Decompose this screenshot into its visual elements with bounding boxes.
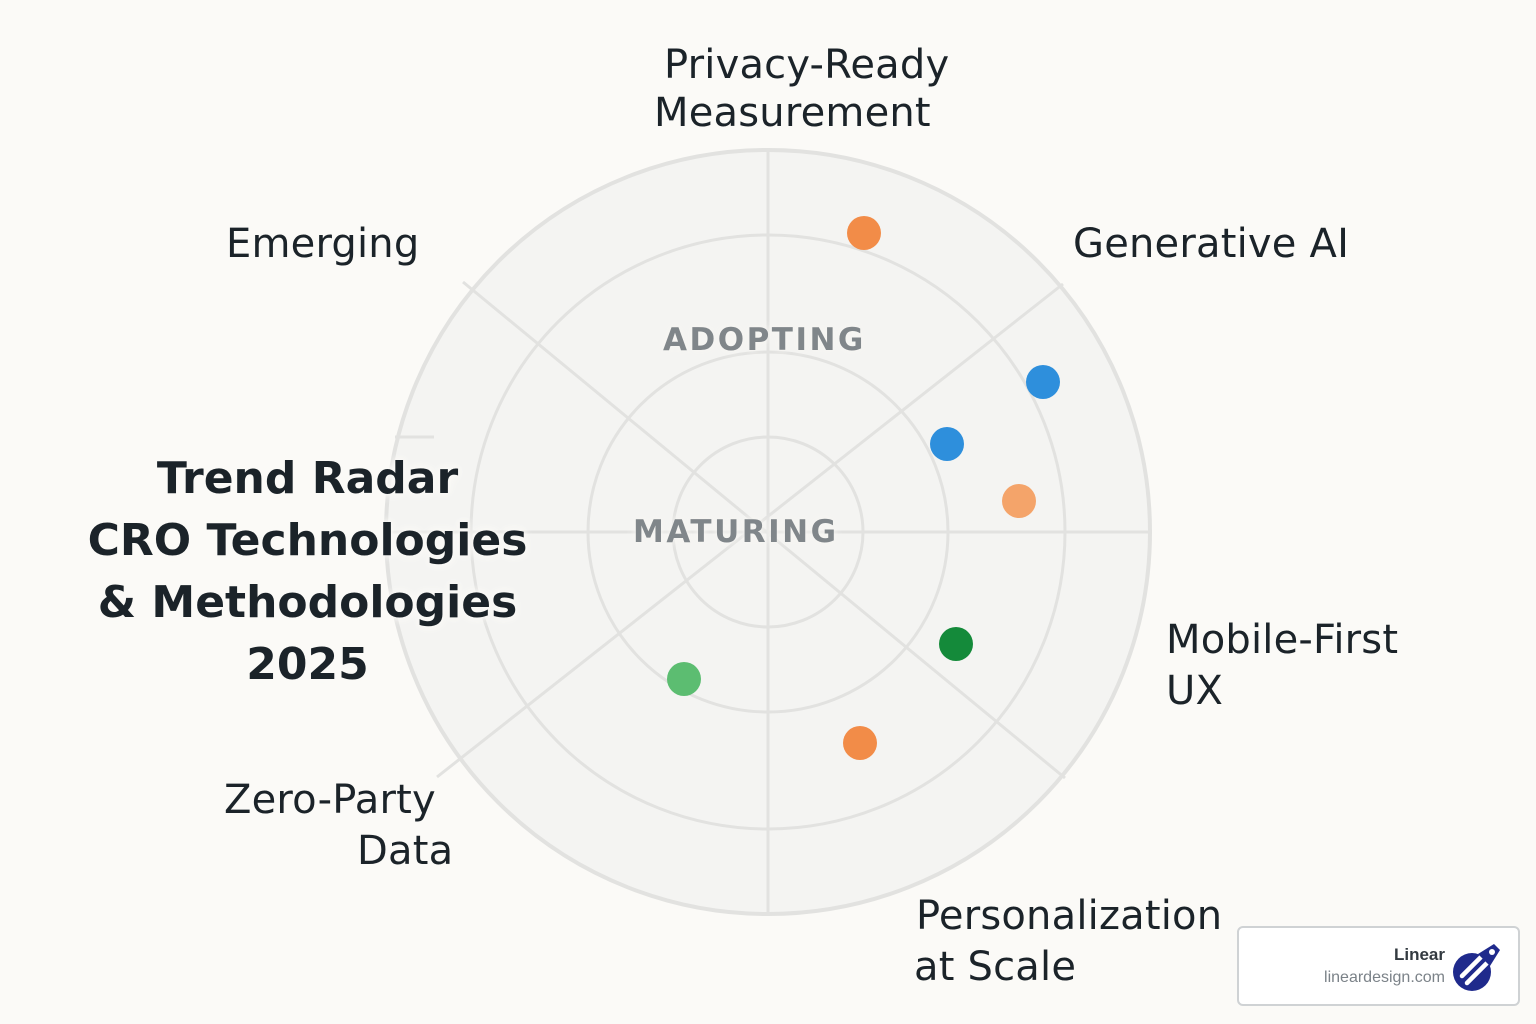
sector-label-generative-ai: Generative AI [1073,221,1350,267]
badge-name: Linear [1393,945,1445,964]
title-line-4: 2025 [246,639,369,690]
radar-blip-6 [843,726,877,760]
radar-blip-2 [1026,365,1060,399]
radar-blip-7 [667,662,701,696]
radar-blips [667,216,1060,760]
radar-spoke-3 [462,280,1066,780]
sector-label-personalization-line2: at Scale [914,944,1077,990]
sector-label-emerging: Emerging [226,221,420,267]
sector-label-zero-party-line2: Data [357,828,454,874]
rocket-logo-icon [1453,944,1500,991]
radar-grid [384,148,1152,916]
radar-title: Trend Radar CRO Technologies & Methodolo… [60,448,555,696]
ring-label-adopting: ADOPTING [663,322,866,358]
ring-label-maturing: MATURING [633,514,839,550]
radar-spoke-4 [436,282,1064,779]
radar-blip-5 [939,627,973,661]
sector-label-personalization-line1: Personalization [916,893,1223,939]
sector-label-mobile-line2: UX [1166,668,1224,714]
radar-blip-3 [930,427,964,461]
linear-badge[interactable]: Linear lineardesign.com [1237,926,1520,1006]
sector-label-zero-party-line1: Zero-Party [224,777,436,823]
sector-label-privacy-line1: Privacy-Ready [664,42,950,88]
title-line-2: CRO Technologies [87,515,528,566]
radar-blip-1 [847,216,881,250]
badge-domain: lineardesign.com [1324,969,1445,986]
sector-label-mobile-line1: Mobile-First [1166,617,1399,663]
radar-blip-4 [1002,484,1036,518]
sector-label-privacy-line2: Measurement [654,90,931,136]
title-line-3: & Methodologies [97,577,518,628]
title-line-1: Trend Radar [156,453,459,504]
